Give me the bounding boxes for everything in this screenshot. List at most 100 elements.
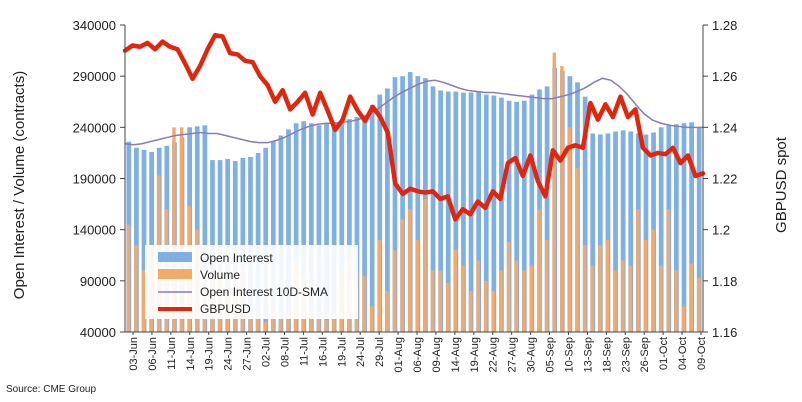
x-tick-label: 09-Aug: [431, 337, 443, 372]
x-tick-label: 06-Jun: [147, 337, 159, 371]
y-left-ticks: 40000 90000 140000 190000 240000 290000 340000: [73, 18, 125, 340]
volume-bar: [476, 260, 480, 332]
open-interest-bar: [141, 149, 147, 332]
y-right-ticks: 1.16 1.18 1.2 1.22 1.24 1.26 1.28: [703, 18, 737, 340]
x-tick-label: 24-Jul: [355, 337, 367, 367]
x-tick-label: 02-Jul: [261, 337, 273, 367]
volume-bar: [681, 306, 686, 332]
x-tick-label: 04-Oct: [677, 337, 689, 370]
volume-bar: [316, 316, 321, 332]
open-interest-bar: [270, 141, 276, 332]
open-interest-bar: [514, 101, 520, 332]
legend-label-sma: Open Interest 10D-SMA: [200, 285, 328, 299]
x-tick-label: 14-Aug: [450, 337, 462, 372]
open-interest-bar: [438, 90, 443, 333]
x-tick-label: 11-Jul: [298, 337, 310, 366]
y-left-title: Open Interest / Volume (contracts): [11, 71, 28, 299]
open-interest-bar: [483, 94, 489, 332]
sma-line-group: [124, 77, 703, 146]
open-interest-bar: [134, 147, 139, 332]
volume-bar: [332, 316, 336, 332]
open-interest-bar: [544, 86, 550, 333]
volume-bar: [134, 245, 138, 332]
y-right-tick-label: 1.18: [712, 274, 737, 289]
y-left-tick-label: 340000: [73, 18, 116, 33]
open-interest-bar: [301, 121, 307, 332]
volume-bar: [286, 311, 290, 332]
volume-bar: [605, 239, 610, 332]
open-interest-bar: [658, 127, 664, 332]
open-interest-bar: [263, 147, 269, 332]
volume-bar: [400, 219, 404, 332]
y-right-title: GBPUSD spot: [773, 136, 790, 233]
volume-bar: [408, 209, 412, 332]
open-interest-bar: [476, 91, 482, 333]
y-left-tick-label: 140000: [73, 223, 116, 238]
x-tick-label: 24-Jun: [223, 337, 235, 371]
volume-bar: [438, 270, 442, 332]
volume-bar: [598, 245, 602, 332]
open-interest-bar: [674, 124, 679, 332]
x-tick-label: 06-Aug: [412, 337, 424, 372]
volume-bar: [271, 306, 275, 332]
x-tick-label: 30-Aug: [526, 337, 538, 372]
open-interest-bar: [286, 129, 291, 332]
y-left-tick-label: 190000: [73, 172, 116, 187]
volume-bar: [514, 260, 518, 332]
open-interest-bar: [529, 94, 535, 332]
volume-bar: [423, 198, 427, 332]
volume-bar: [468, 291, 473, 332]
open-interest-bar: [308, 123, 314, 333]
y-right-tick-label: 1.28: [712, 18, 737, 33]
open-interest-bar: [628, 131, 634, 332]
volume-bar: [248, 311, 252, 332]
volume-bar: [636, 209, 640, 332]
volume-bar: [621, 260, 625, 332]
legend-swatch-volume: [158, 269, 192, 279]
volume-bar: [643, 239, 648, 332]
open-interest-bar: [407, 72, 413, 332]
volume-bar: [590, 265, 595, 332]
open-interest-bar: [293, 123, 299, 333]
legend-label-gbpusd: GBPUSD: [200, 302, 251, 316]
volume-bar: [430, 270, 435, 332]
volume-bar: [446, 282, 450, 332]
x-tick-label: 14-Jun: [185, 337, 197, 371]
open-interest-bar: [681, 123, 687, 333]
open-interest-bar: [339, 121, 345, 332]
open-interest-bar: [453, 91, 459, 333]
y-right-tick-label: 1.2: [712, 223, 730, 238]
volume-bar: [582, 245, 587, 332]
x-tick-label: 19-Aug: [469, 337, 481, 372]
volume-bar: [613, 270, 617, 332]
open-interest-bar: [590, 133, 596, 332]
volume-bar: [141, 270, 146, 332]
gbpusd-line-group: [122, 32, 706, 222]
volume-bar: [552, 52, 556, 332]
open-interest-bar: [369, 104, 375, 332]
open-interest-bar: [620, 130, 626, 332]
open-interest-bar: [400, 76, 405, 332]
x-tick-label: 01-Oct: [658, 337, 670, 370]
x-tick-label: 27-Jun: [242, 337, 254, 371]
open-interest-bar: [696, 127, 702, 332]
volume-bar: [537, 209, 541, 332]
gbpusd-line: [122, 32, 706, 222]
volume-bar: [544, 239, 549, 332]
open-interest-bar: [255, 152, 261, 332]
x-tick-label: 18-Sep: [601, 337, 613, 372]
x-ticks: 03-Jun 06-Jun 11-Jun 14-Jun 19-Jun 24-Jun 27-J…: [128, 332, 708, 372]
volume-bar: [567, 127, 572, 332]
volume-bar: [575, 168, 579, 332]
x-tick-label: 08-Jul: [279, 337, 291, 367]
volume-bar: [674, 270, 678, 332]
volume-bar: [491, 291, 496, 332]
legend: Open Interest Volume Open Interest 10D-S…: [145, 245, 358, 319]
open-interest-bar: [331, 122, 337, 332]
open-interest-bar: [316, 125, 322, 332]
open-interest-bar: [248, 157, 253, 332]
volume-bar: [324, 319, 328, 332]
volume-bar: [522, 270, 526, 332]
